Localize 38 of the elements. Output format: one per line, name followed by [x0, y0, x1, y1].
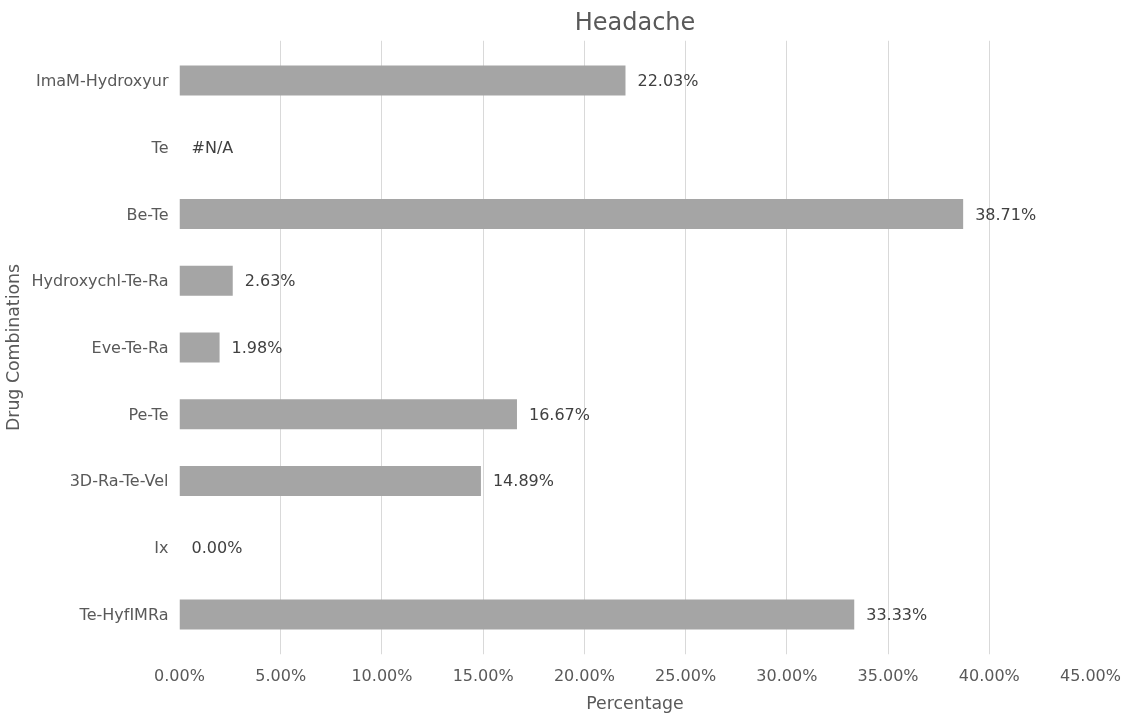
y-tick-label: Hydroxychl-Te-Ra [31, 271, 169, 291]
data-label: 38.71% [975, 204, 1037, 224]
x-tick-label: 15.00% [452, 665, 514, 685]
y-tick-label: Be-Te [126, 204, 169, 224]
x-tick-label: 10.00% [351, 665, 413, 685]
y-tick-label: Te-HyfIMRa [78, 604, 169, 624]
bar [179, 599, 855, 630]
x-tick-label: 20.00% [553, 665, 615, 685]
y-axis-title: Drug Combinations [3, 263, 24, 432]
bar [179, 332, 220, 363]
data-label: 33.33% [866, 604, 928, 624]
data-label: 22.03% [637, 71, 699, 91]
y-tick-label: ImaM-Hydroxyur [35, 71, 169, 91]
data-label: 0.00% [191, 538, 243, 558]
y-tick-label: Pe-Te [128, 404, 169, 424]
data-label: 14.89% [492, 471, 554, 491]
x-tick-label: 45.00% [1060, 665, 1122, 685]
x-tick-label: 25.00% [655, 665, 717, 685]
x-tick-label: 5.00% [255, 665, 307, 685]
data-label: 2.63% [244, 271, 296, 291]
bar [179, 65, 626, 96]
bar [179, 465, 481, 496]
y-tick-label: Te [150, 137, 169, 157]
bar [179, 265, 233, 296]
y-tick-label: 3D-Ra-Te-Vel [69, 471, 169, 491]
x-tick-label: 40.00% [958, 665, 1020, 685]
x-tick-label: 0.00% [154, 665, 205, 685]
bar [179, 399, 517, 430]
bar [179, 199, 964, 230]
y-tick-label: Ix [154, 538, 169, 558]
x-tick-label: 30.00% [756, 665, 818, 685]
y-tick-label: Eve-Te-Ra [91, 338, 169, 357]
text: #N/A [191, 137, 234, 157]
data-label: 1.98% [231, 338, 283, 357]
x-tick-label: 35.00% [857, 665, 919, 685]
x-axis-title: Percentage [586, 692, 684, 713]
chart-title: Headache [574, 7, 696, 36]
data-label: 16.67% [528, 404, 590, 424]
